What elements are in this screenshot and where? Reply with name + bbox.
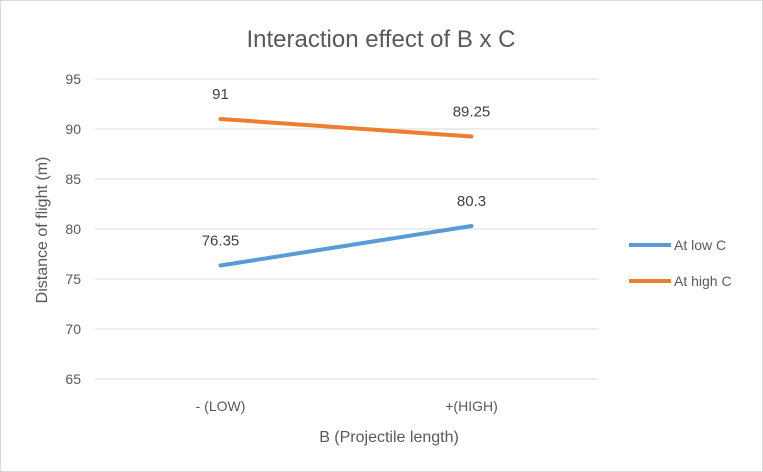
data-label: 80.3 <box>457 193 486 210</box>
data-label: 89.25 <box>453 104 491 121</box>
data-labels: 76.35 80.3 91 89.25 <box>202 86 491 250</box>
x-tick-labels: - (LOW) +(HIGH) <box>196 398 498 414</box>
x-tick-label: - (LOW) <box>196 398 246 414</box>
y-tick-label: 75 <box>65 271 81 287</box>
y-tick-label: 95 <box>65 71 81 87</box>
data-label: 91 <box>212 86 229 103</box>
series-line-0 <box>218 224 474 268</box>
y-tick-label: 70 <box>65 321 81 337</box>
y-tick-label: 85 <box>65 171 81 187</box>
x-tick-label: +(HIGH) <box>445 398 498 414</box>
series-line-1 <box>218 117 474 139</box>
data-label: 76.35 <box>202 233 240 250</box>
y-tick-label: 65 <box>65 371 81 387</box>
y-tick-label: 80 <box>65 221 81 237</box>
x-axis-label: B (Projectile length) <box>319 429 459 446</box>
gridlines <box>95 78 597 380</box>
chart-title: Interaction effect of B x C <box>246 26 515 53</box>
series-lines <box>218 117 474 268</box>
legend-label: At low C <box>674 237 726 253</box>
y-tick-labels: 65 70 75 80 85 90 95 <box>65 71 81 387</box>
y-axis-label: Distance of flight (m) <box>34 157 51 304</box>
legend: At low C At high C <box>629 237 732 289</box>
legend-label: At high C <box>674 273 732 289</box>
y-tick-label: 90 <box>65 121 81 137</box>
